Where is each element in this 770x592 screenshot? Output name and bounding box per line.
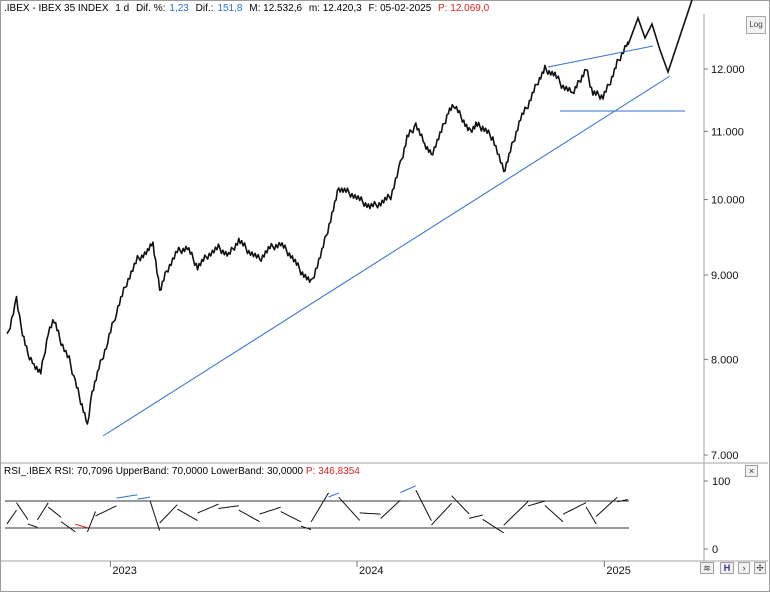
rsi-line-segment (238, 509, 260, 523)
rsi-line-segment (159, 504, 178, 524)
rsi-line-segment (137, 496, 151, 500)
rsi-line-segment (310, 492, 330, 523)
rsi-line-segment (116, 494, 138, 499)
rsi-tick-label: 0 (712, 544, 718, 556)
price-axis: 7.000 8.000 9.000 10.000 11.000 12.000 (704, 64, 745, 462)
rsi-line-segment (415, 489, 432, 521)
rsi-series (6, 485, 629, 534)
rsi-line-segment (95, 505, 117, 517)
price-line-path (6, 41, 629, 425)
rsi-line-segment (527, 500, 546, 507)
rsi-line-segment (595, 496, 618, 517)
rsi-line-segment (280, 511, 302, 523)
rsi-line-segment (380, 499, 401, 519)
rsi-value: RSI: 70,7096 (54, 466, 113, 477)
interval-label: 1 d (115, 3, 130, 14)
projection-path[interactable] (627, 0, 693, 75)
price-label: P: 12.069,0 (438, 3, 490, 14)
symbol-label: .IBEX - IBEX 35 INDEX (4, 3, 109, 14)
rsi-line-segment (86, 511, 96, 533)
chart-header: .IBEX - IBEX 35 INDEX 1 d Dif. %: 1,23 Di… (4, 3, 493, 14)
dif-value: 151,8 (217, 3, 243, 14)
rsi-line-segment (469, 514, 483, 519)
dif-pct-label: Dif. %: (135, 3, 166, 14)
price-tick-label: 10.000 (711, 195, 745, 207)
time-tick-label: 2023 (112, 565, 136, 577)
rsi-line-segment (431, 502, 452, 526)
scroll-right-button[interactable]: › (738, 562, 750, 574)
rsi-line-segment (177, 508, 198, 522)
price-tick-label: 7.000 (711, 450, 739, 462)
rsi-close-button[interactable]: × (745, 465, 758, 477)
long-term-trendline[interactable] (102, 75, 671, 437)
rsi-line-segment (544, 505, 564, 523)
rsi-axis: 100 0 (704, 476, 730, 556)
rsi-line-segment (503, 501, 529, 526)
rsi-line-segment (149, 501, 161, 531)
rsi-lower-label: LowerBand: 30,0000 (210, 466, 304, 477)
price-tick-label: 12.000 (711, 64, 745, 76)
time-tick-label: 2025 (606, 565, 630, 577)
log-scale-button[interactable]: Log (746, 16, 766, 34)
min-label: m: 12.420,3 (308, 3, 362, 14)
max-label: M: 12.532,6 (249, 3, 303, 14)
price-series (6, 41, 629, 425)
rsi-line-segment (617, 499, 629, 503)
rsi-line-segment (328, 492, 339, 498)
price-tick-label: 8.000 (711, 354, 739, 366)
date-label: F: 05-02-2025 (368, 3, 432, 14)
rsi-line-segment (60, 521, 76, 533)
rsi-line-segment (6, 509, 17, 525)
price-tick-label: 11.000 (711, 126, 744, 138)
rsi-line-segment (338, 496, 361, 521)
rsi-line-segment (36, 502, 49, 521)
dif-label: Dif.: (195, 3, 214, 14)
channel-upper-trendline[interactable] (547, 45, 654, 68)
rsi-line-segment (300, 525, 312, 531)
rsi-tick-label: 100 (712, 476, 730, 488)
rsi-p-label: P: 346,8354 (305, 466, 360, 477)
rsi-line-segment (259, 506, 281, 515)
rsi-line-segment (562, 502, 587, 515)
rsi-upper-label: UpperBand: 70,0000 (115, 466, 209, 477)
rsi-header: RSI_.IBEX RSI: 70,7096 UpperBand: 70,000… (4, 466, 360, 477)
dif-pct-value: 1,23 (169, 3, 189, 14)
zoom-button[interactable]: H (720, 562, 734, 574)
rsi-name: RSI_.IBEX (4, 466, 52, 477)
rsi-line-segment (27, 523, 38, 528)
time-tick-label: 2024 (359, 565, 383, 577)
rsi-line-segment (197, 503, 219, 514)
price-tick-label: 9.000 (711, 270, 739, 282)
move-button[interactable]: ✢ (754, 562, 766, 574)
rsi-line-segment (451, 495, 470, 515)
rsi-line-segment (359, 512, 381, 515)
rsi-line-segment (585, 506, 597, 525)
scroll-indicator-button[interactable]: ≋ (700, 562, 714, 574)
rsi-line-segment (47, 506, 62, 518)
rsi-line-segment (482, 518, 504, 534)
rsi-line-segment (75, 523, 88, 529)
rsi-line-segment (16, 502, 29, 520)
rsi-line-segment (400, 485, 416, 494)
rsi-line-segment (218, 505, 239, 509)
time-axis: 2023 2024 2025 (109, 561, 631, 577)
